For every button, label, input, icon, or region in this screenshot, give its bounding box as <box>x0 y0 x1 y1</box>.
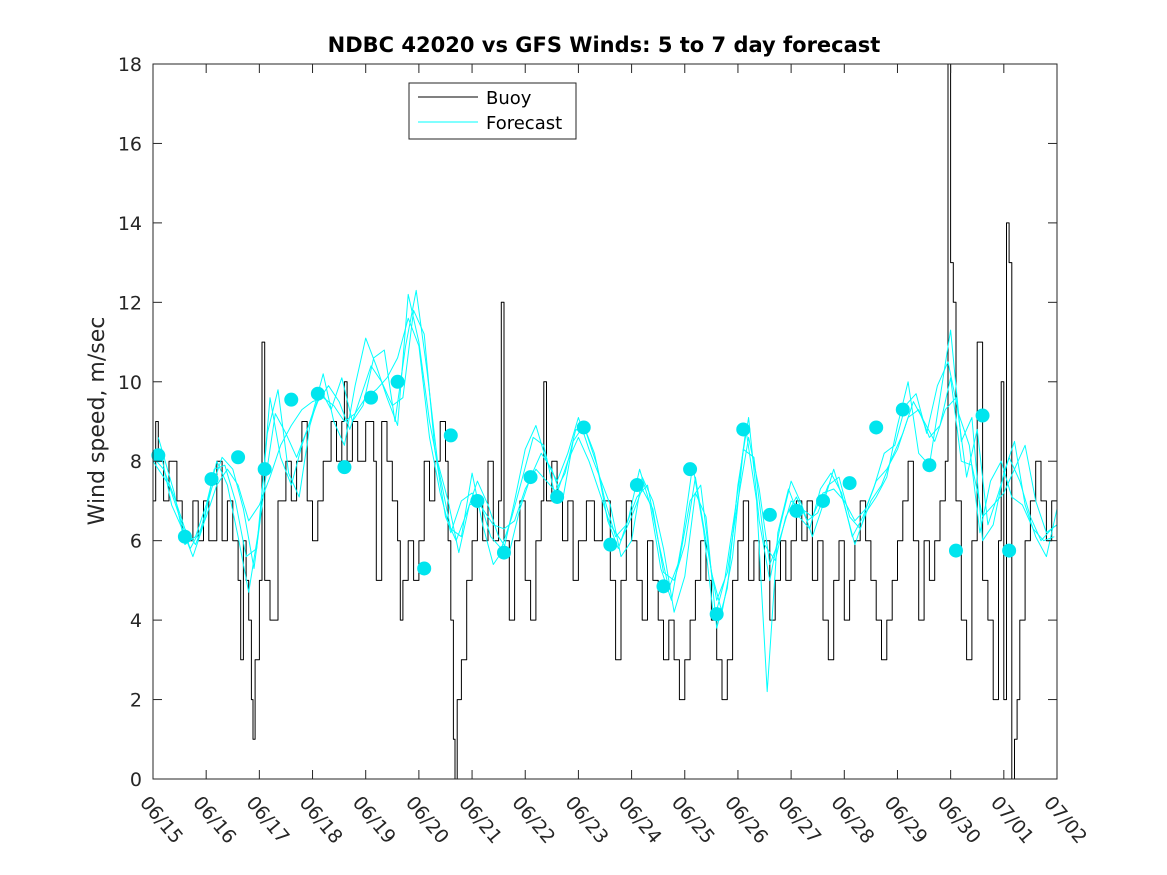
y-tick-label: 14 <box>118 213 142 235</box>
forecast-marker <box>496 545 511 560</box>
forecast-marker <box>922 458 937 473</box>
forecast-marker <box>177 529 192 544</box>
y-tick-label: 10 <box>118 372 142 394</box>
forecast-marker <box>310 386 325 401</box>
forecast-marker <box>364 390 379 405</box>
forecast-marker <box>390 374 405 389</box>
forecast-marker <box>337 460 352 475</box>
legend-box <box>408 82 577 140</box>
y-tick-label: 4 <box>130 610 142 632</box>
forecast-marker <box>576 420 591 435</box>
forecast-marker <box>470 493 485 508</box>
forecast-marker <box>789 503 804 518</box>
forecast-marker <box>603 537 618 552</box>
axes-box <box>152 63 1058 780</box>
y-tick-label: 0 <box>130 769 142 791</box>
y-tick-label: 16 <box>118 133 142 155</box>
forecast-marker <box>709 607 724 622</box>
chart-title: NDBC 42020 vs GFS Winds: 5 to 7 day fore… <box>328 33 881 57</box>
forecast-marker <box>762 507 777 522</box>
forecast-marker <box>204 472 219 487</box>
y-axis: 0 2 4 6 8 10 12 14 16 18 <box>118 54 1057 791</box>
forecast-marker <box>683 462 698 477</box>
y-tick-label: 18 <box>118 54 142 76</box>
y-tick-label: 6 <box>130 531 142 553</box>
legend-forecast-label: Forecast <box>486 113 562 134</box>
forecast-marker <box>736 422 751 437</box>
y-tick-label: 8 <box>130 451 142 473</box>
forecast-marker <box>417 561 432 576</box>
forecast-marker <box>231 450 246 465</box>
forecast-marker <box>151 448 166 463</box>
y-axis-label: Wind speed, m/sec <box>85 317 110 526</box>
forecast-marker <box>550 489 565 504</box>
legend: Buoy Forecast <box>408 82 577 140</box>
forecast-marker <box>656 579 671 594</box>
forecast-marker <box>895 402 910 417</box>
forecast-marker <box>257 462 272 477</box>
forecast-series-line-3 <box>157 293 1058 629</box>
forecast-markers <box>151 374 1017 622</box>
legend-buoy-label: Buoy <box>486 88 532 109</box>
forecast-marker <box>948 543 963 558</box>
forecast-marker <box>869 420 884 435</box>
forecast-marker <box>842 476 857 491</box>
forecast-marker <box>629 478 644 493</box>
plot-area <box>152 63 1058 780</box>
forecast-marker <box>523 470 538 485</box>
forecast-marker <box>1002 543 1017 558</box>
y-tick-label: 2 <box>130 690 142 712</box>
forecast-marker <box>284 392 299 407</box>
forecast-marker <box>443 428 458 443</box>
y-tick-label: 12 <box>118 292 142 314</box>
forecast-marker <box>975 408 990 423</box>
forecast-marker <box>816 493 831 508</box>
